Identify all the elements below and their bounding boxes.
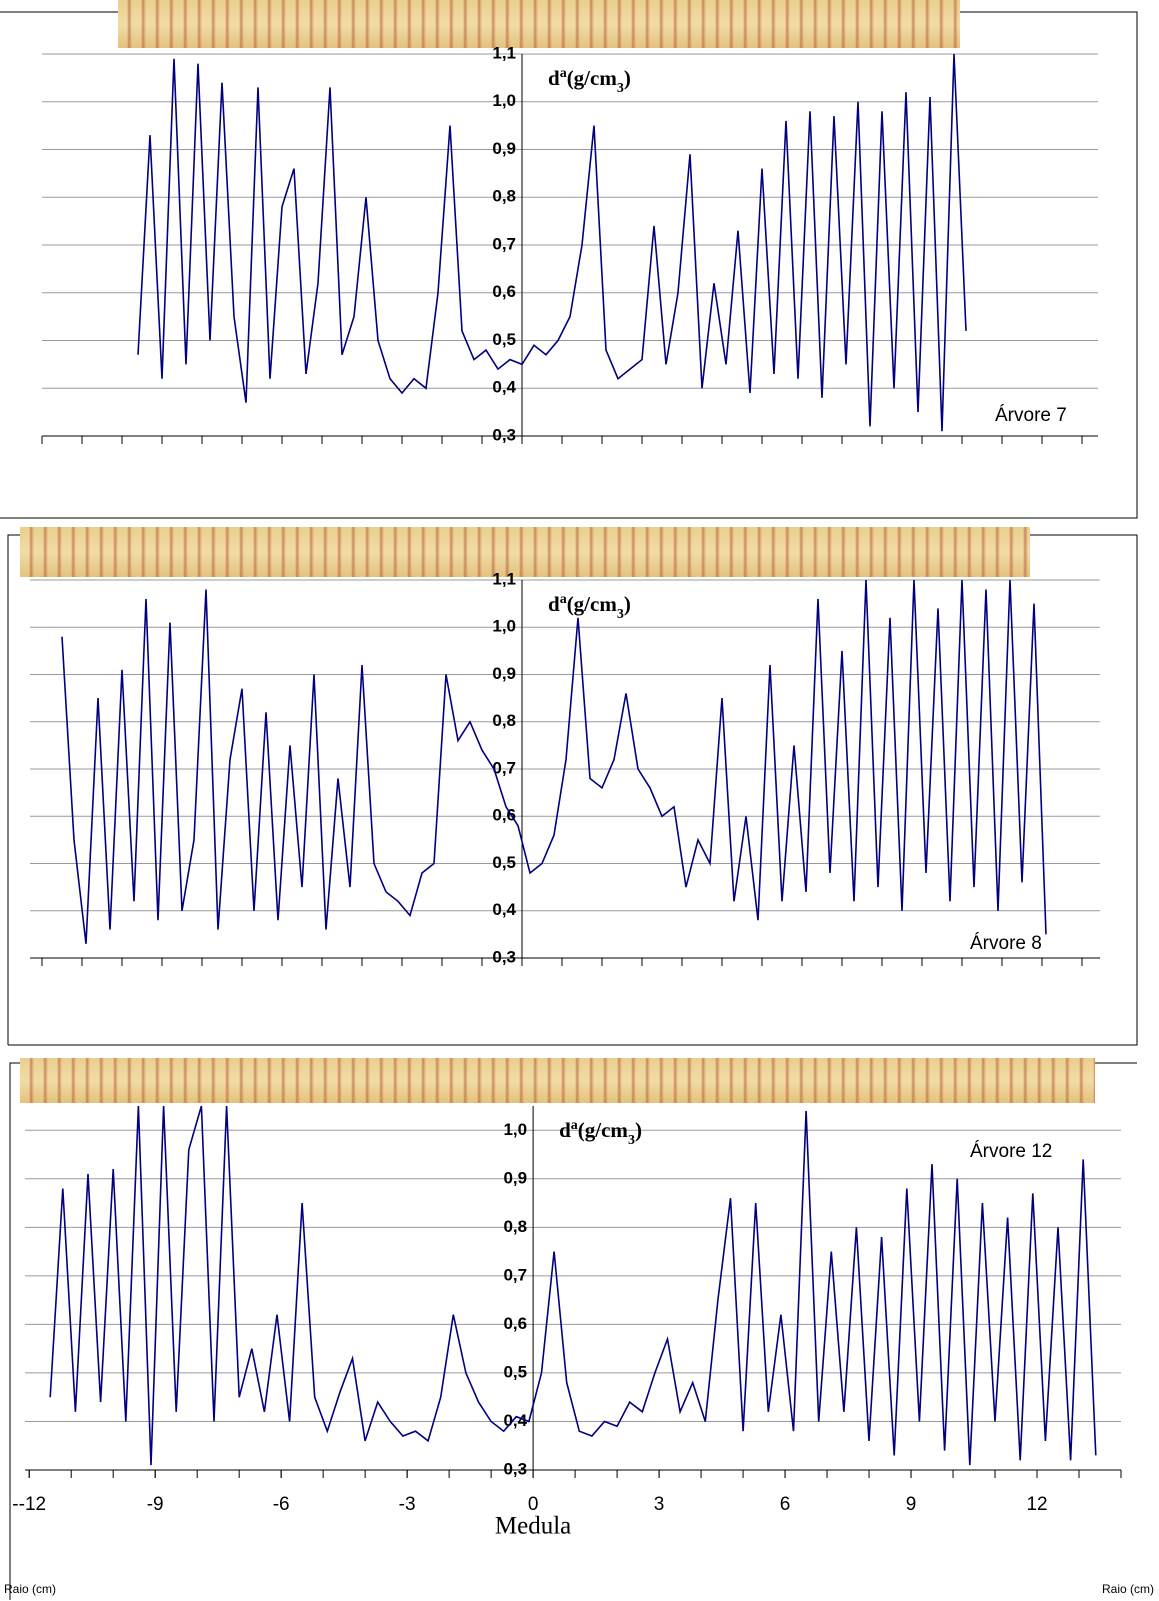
tree-label: Árvore 12 (970, 1141, 1052, 1162)
density-line (61, 579, 1047, 944)
y-axis-label-part: a (571, 1118, 578, 1133)
y-axis-label-part: (g/cm (567, 592, 618, 616)
panel-border (0, 11, 1138, 519)
tree-label: Árvore 8 (970, 933, 1042, 954)
y-axis-label: da(g/cm3) (559, 1118, 642, 1148)
y-axis-label-part: (g/cm (567, 66, 618, 90)
x-tick-label: --12 (12, 1494, 46, 1515)
y-tick-label: 1,0 (492, 617, 516, 636)
y-axis-label-part: d (548, 66, 560, 90)
y-axis-label-part: a (560, 66, 567, 81)
y-tick-label: 0,8 (492, 711, 516, 730)
panel-border (9, 1062, 1137, 1600)
y-tick-label: 0,3 (492, 425, 516, 444)
pith-label: Medula (495, 1513, 571, 1540)
y-tick-label: 0,6 (492, 806, 516, 825)
y-tick-label: 0,3 (492, 947, 516, 966)
tree-label: Árvore 7 (995, 405, 1067, 426)
y-axis-label-part: d (559, 1118, 571, 1142)
y-tick-label: 0,8 (503, 1217, 527, 1236)
y-tick-label: 0,4 (492, 900, 516, 919)
y-tick-label: 0,9 (492, 139, 516, 158)
y-tick-label: 0,9 (492, 664, 516, 683)
y-axis-label: da(g/cm3) (548, 66, 631, 96)
y-tick-label: 1,0 (503, 1120, 527, 1139)
y-tick-label: 0,6 (503, 1314, 527, 1333)
wood-sample (20, 1058, 1095, 1103)
y-axis-label-part: ) (635, 1118, 642, 1142)
y-tick-label: 0,5 (492, 853, 516, 872)
wood-sample (20, 527, 1030, 577)
density-line (137, 53, 967, 432)
y-axis-label-part: (g/cm (578, 1118, 629, 1142)
y-tick-label: 0,7 (492, 758, 516, 777)
y-tick-label: 0,9 (503, 1168, 527, 1187)
x-tick-label: -3 (399, 1494, 416, 1515)
y-axis-label-part: ) (624, 66, 631, 90)
y-tick-label: 0,7 (503, 1265, 527, 1284)
y-axis-label: da(g/cm3) (548, 592, 631, 622)
x-axis-label: Raio (cm) (1102, 1582, 1154, 1596)
y-tick-label: 1,1 (492, 569, 516, 588)
y-tick-label: 0,7 (492, 234, 516, 253)
y-tick-label: 0,8 (492, 187, 516, 206)
y-tick-label: 0,5 (503, 1362, 527, 1381)
x-axis-label: Raio (cm) (4, 1582, 56, 1596)
density-line (49, 1105, 1097, 1466)
x-tick-label: -6 (273, 1494, 290, 1515)
y-tick-label: 0,4 (492, 378, 516, 397)
wood-sample (118, 0, 960, 48)
y-axis-label-part: 3 (628, 1133, 635, 1148)
x-tick-label: 6 (780, 1494, 791, 1515)
y-tick-label: 0,6 (492, 282, 516, 301)
y-axis-label-part: ) (624, 592, 631, 616)
x-tick-label: 9 (906, 1494, 917, 1515)
x-tick-label: 3 (654, 1494, 665, 1515)
x-tick-label: -9 (147, 1494, 164, 1515)
y-tick-label: 1,1 (492, 43, 516, 62)
y-tick-label: 0,3 (503, 1459, 527, 1478)
y-axis-label-part: a (560, 592, 567, 607)
x-tick-label: 12 (1026, 1494, 1047, 1515)
x-tick-label: 0 (528, 1494, 539, 1515)
y-axis-label-part: 3 (617, 81, 624, 96)
y-tick-label: 0,5 (492, 330, 516, 349)
y-axis-label-part: 3 (617, 607, 624, 622)
panel-border (7, 534, 1138, 1046)
y-tick-label: 1,0 (492, 91, 516, 110)
y-axis-label-part: d (548, 592, 560, 616)
